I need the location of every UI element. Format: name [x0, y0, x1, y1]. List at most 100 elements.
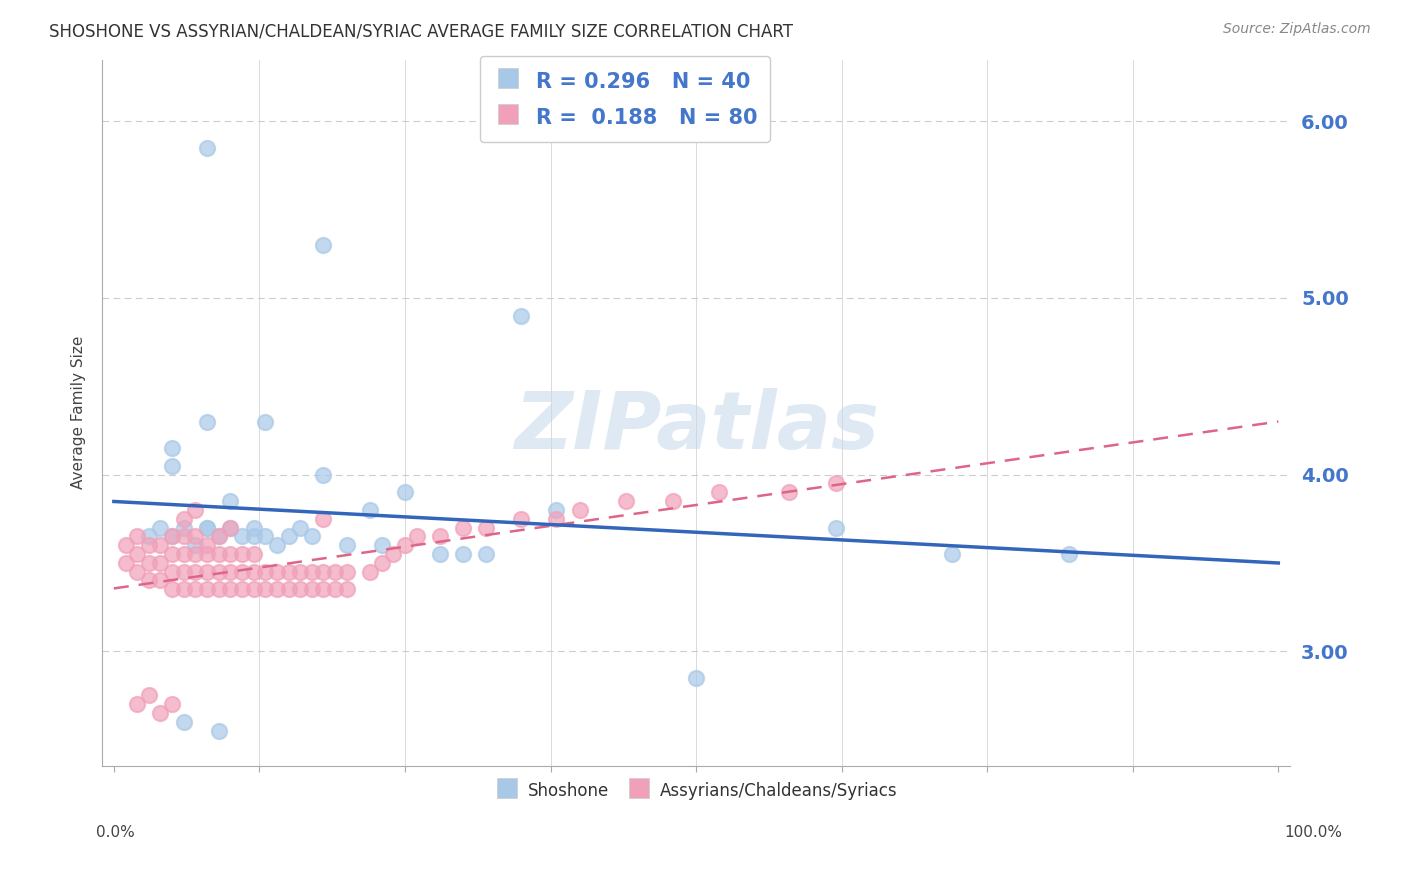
Text: SHOSHONE VS ASSYRIAN/CHALDEAN/SYRIAC AVERAGE FAMILY SIZE CORRELATION CHART: SHOSHONE VS ASSYRIAN/CHALDEAN/SYRIAC AVE… [49, 22, 793, 40]
Point [231, 565, 253, 579]
Point [510, 309, 533, 323]
Point [242, 529, 264, 543]
Point [219, 582, 242, 597]
Point [312, 565, 335, 579]
Point [184, 582, 207, 597]
Point [451, 520, 474, 534]
Point [394, 538, 416, 552]
Point [160, 529, 183, 543]
Point [114, 556, 136, 570]
Point [149, 520, 172, 534]
Point [219, 520, 242, 534]
Point [195, 547, 218, 561]
Point [359, 565, 381, 579]
Point [173, 565, 195, 579]
Point [127, 529, 149, 543]
Point [149, 706, 172, 720]
Point [254, 529, 277, 543]
Point [475, 520, 498, 534]
Point [266, 582, 288, 597]
Point [184, 565, 207, 579]
Point [941, 547, 963, 561]
Point [184, 547, 207, 561]
Point [149, 556, 172, 570]
Point [614, 494, 637, 508]
Point [336, 582, 359, 597]
Point [429, 529, 451, 543]
Point [208, 529, 231, 543]
Point [301, 529, 323, 543]
Point [288, 520, 311, 534]
Point [662, 494, 685, 508]
Point [219, 565, 242, 579]
Point [685, 671, 707, 685]
Y-axis label: Average Family Size: Average Family Size [72, 336, 86, 490]
Point [173, 582, 195, 597]
Point [1057, 547, 1080, 561]
Point [149, 574, 172, 588]
Point [277, 565, 299, 579]
Point [219, 547, 242, 561]
Point [173, 547, 195, 561]
Point [336, 565, 359, 579]
Point [149, 538, 172, 552]
Point [160, 458, 183, 473]
Point [429, 547, 451, 561]
Point [254, 565, 277, 579]
Point [184, 529, 207, 543]
Point [312, 582, 335, 597]
Point [138, 529, 160, 543]
Point [195, 565, 218, 579]
Point [475, 547, 498, 561]
Point [242, 547, 264, 561]
Point [208, 565, 231, 579]
Point [709, 485, 731, 500]
Point [288, 565, 311, 579]
Text: Source: ZipAtlas.com: Source: ZipAtlas.com [1223, 22, 1371, 37]
Point [242, 520, 264, 534]
Point [195, 415, 218, 429]
Point [208, 723, 231, 738]
Point [312, 238, 335, 252]
Point [127, 547, 149, 561]
Point [173, 511, 195, 525]
Point [510, 511, 533, 525]
Point [138, 538, 160, 552]
Point [160, 565, 183, 579]
Point [160, 441, 183, 455]
Point [277, 529, 299, 543]
Point [301, 565, 323, 579]
Point [208, 529, 231, 543]
Text: ZIPatlas: ZIPatlas [513, 388, 879, 466]
Point [288, 582, 311, 597]
Point [451, 547, 474, 561]
Point [138, 574, 160, 588]
Text: 0.0%: 0.0% [96, 825, 135, 840]
Point [323, 582, 346, 597]
Point [242, 582, 264, 597]
Point [173, 529, 195, 543]
Point [266, 565, 288, 579]
Point [312, 467, 335, 482]
Point [405, 529, 427, 543]
Point [173, 520, 195, 534]
Legend: Shoshone, Assyrians/Chaldeans/Syriacs: Shoshone, Assyrians/Chaldeans/Syriacs [488, 773, 904, 807]
Point [336, 538, 359, 552]
Point [219, 494, 242, 508]
Point [160, 582, 183, 597]
Text: 100.0%: 100.0% [1285, 825, 1343, 840]
Point [231, 529, 253, 543]
Point [546, 511, 568, 525]
Point [184, 538, 207, 552]
Point [370, 556, 392, 570]
Point [266, 538, 288, 552]
Point [277, 582, 299, 597]
Point [824, 520, 846, 534]
Point [219, 520, 242, 534]
Point [824, 476, 846, 491]
Point [160, 697, 183, 711]
Point [370, 538, 392, 552]
Point [394, 485, 416, 500]
Point [208, 547, 231, 561]
Point [127, 697, 149, 711]
